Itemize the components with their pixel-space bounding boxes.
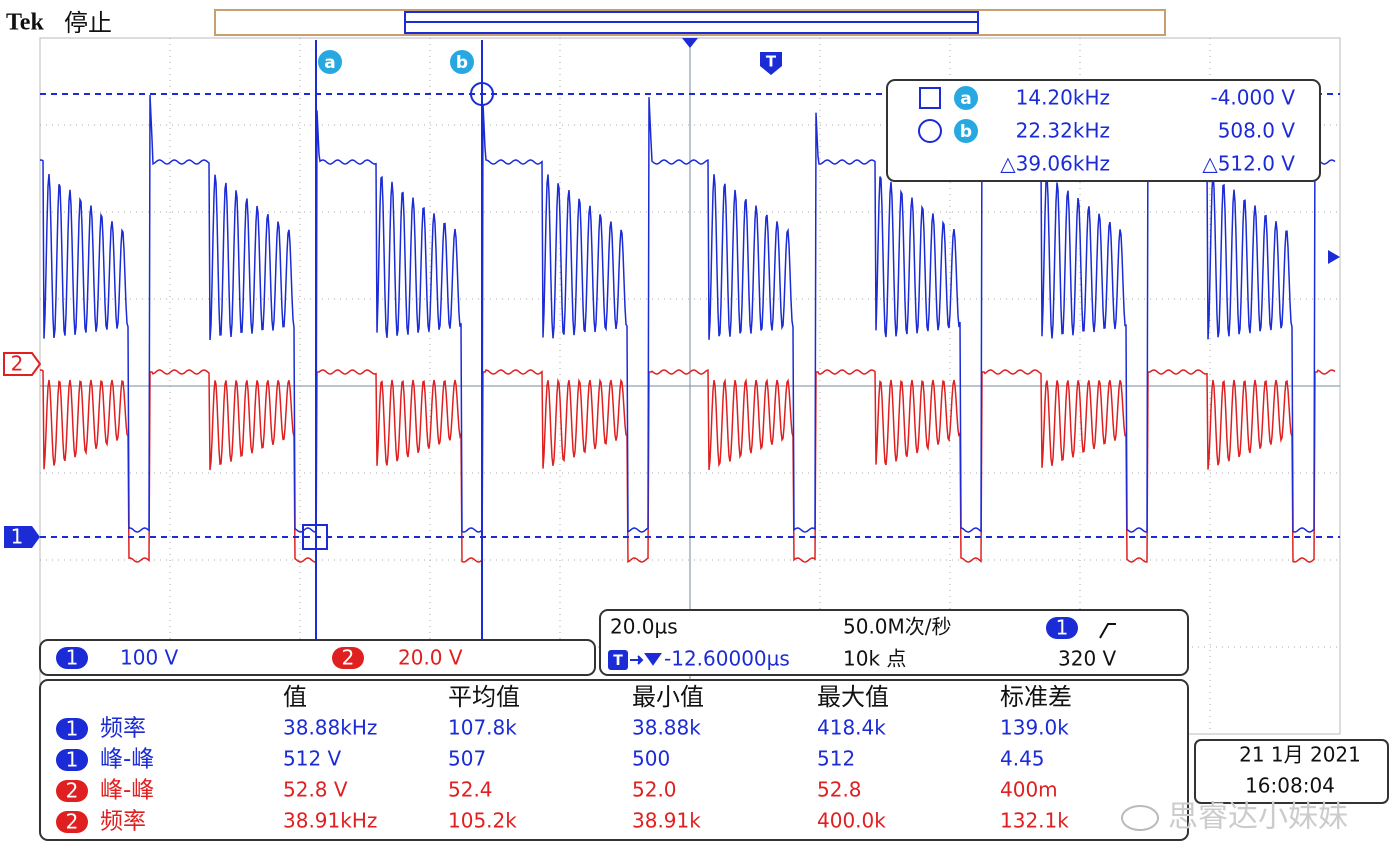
- ch1-marker-label: 1: [11, 525, 24, 549]
- measure-name: 频率: [100, 716, 146, 742]
- readout-volt: 508.0 V: [1218, 119, 1296, 143]
- cursor-b-point: [470, 82, 494, 106]
- trigger-level-arrow: [1328, 250, 1340, 264]
- record-bar: [214, 9, 1166, 36]
- trigger-label: T: [613, 653, 623, 669]
- measure-value: 400m: [1000, 778, 1058, 802]
- channel-badge: [56, 811, 88, 833]
- measure-value: 38.88k: [632, 716, 701, 740]
- readout-freq: 22.32kHz: [1016, 119, 1110, 143]
- measure-value: 418.4k: [817, 716, 886, 740]
- cursor-b-label: b: [960, 122, 972, 142]
- icon-circle: [918, 119, 942, 143]
- ch2-scale: 20.0 V: [398, 646, 463, 670]
- ch1-scale: 100 V: [120, 646, 179, 670]
- channel-badge: [56, 780, 88, 802]
- cursor-b-icon: [954, 119, 978, 143]
- channel-number: 1: [66, 646, 79, 670]
- time: 16:08:04: [1245, 774, 1335, 798]
- cursor-a-label: a: [960, 89, 971, 109]
- cursor-a-label: a: [324, 53, 335, 73]
- measure-value: 512: [817, 747, 855, 771]
- channel-number: 1: [66, 717, 79, 741]
- measure-value: 52.0: [632, 778, 677, 802]
- column-header: 平均值: [448, 683, 520, 711]
- column-header: 最大值: [817, 683, 889, 711]
- cursor-readout: [886, 79, 1321, 182]
- cursor-a-point: [302, 524, 328, 550]
- readout-freq: 14.20kHz: [1016, 86, 1110, 110]
- measure-value: 38.91kHz: [283, 809, 377, 833]
- status: 停止: [64, 9, 112, 37]
- trigger-icon: [608, 650, 628, 670]
- icon-square: [919, 87, 941, 109]
- position-arrow: [630, 653, 662, 666]
- column-header: 最小值: [632, 683, 704, 711]
- measure-value: 52.4: [448, 778, 493, 802]
- measurement-box: [39, 679, 1189, 841]
- column-header: 标准差: [1000, 683, 1072, 711]
- measure-value: 507: [448, 747, 486, 771]
- measure-name: 峰-峰: [100, 778, 154, 804]
- datetime-box: [1194, 739, 1389, 804]
- trigger-level: 320 V: [1058, 647, 1117, 671]
- ch1-trace: [39, 94, 1336, 534]
- readout-freq: △39.06kHz: [1000, 152, 1110, 176]
- trigger-label: T: [766, 53, 777, 71]
- measure-value: 107.8k: [448, 716, 517, 740]
- sample-rate: 50.0M次/秒: [843, 615, 952, 639]
- channel-box: [39, 639, 596, 676]
- ch2-trace: [39, 369, 1336, 564]
- channel-badge: [332, 647, 364, 669]
- readout-volt: -4.000 V: [1210, 86, 1295, 110]
- measure-value: 4.45: [1000, 747, 1045, 771]
- record-length: 10k 点: [843, 647, 906, 671]
- measure-value: 512 V: [283, 747, 342, 771]
- channel-badge: [1046, 617, 1078, 639]
- channel-number: 2: [66, 810, 79, 834]
- channel-badge: [56, 647, 88, 669]
- measure-value: 132.1k: [1000, 809, 1069, 833]
- column-header: 值: [283, 683, 307, 711]
- cursor-b-label: b: [456, 53, 468, 73]
- slope-icon: [1099, 623, 1116, 639]
- watermark: 思睿达小妹妹: [1168, 800, 1348, 835]
- measure-name: 峰-峰: [100, 747, 154, 773]
- cursor-b-icon: [450, 50, 474, 74]
- measure-name: 频率: [100, 809, 146, 835]
- cursor-a-icon: [318, 50, 342, 74]
- measure-value: 52.8: [817, 778, 862, 802]
- measure-value: 500: [632, 747, 670, 771]
- channel-number: 2: [66, 779, 79, 803]
- measure-value: 52.8 V: [283, 778, 348, 802]
- trigger-pos: [682, 38, 698, 48]
- cursor-a-icon: [954, 86, 978, 110]
- ch1-marker: [4, 526, 40, 548]
- horizontal-position: -12.60000µs: [664, 647, 790, 671]
- time-scale: 20.0µs: [610, 615, 678, 639]
- trigger-icon: [760, 52, 782, 75]
- channel-number: 1: [66, 748, 79, 772]
- timebase-box: [599, 609, 1189, 676]
- measure-value: 38.88kHz: [283, 716, 377, 740]
- channel-badge: [56, 718, 88, 740]
- measure-value: 139.0k: [1000, 716, 1069, 740]
- measure-value: 38.91k: [632, 809, 701, 833]
- measure-value: 400.0k: [817, 809, 886, 833]
- ch2-marker-label: 2: [11, 352, 24, 376]
- channel-badge: [56, 749, 88, 771]
- ch2-marker: [3, 352, 42, 376]
- readout-volt: △512.0 V: [1202, 152, 1295, 176]
- brand: Tek: [6, 10, 44, 36]
- date: 21 1月 2021: [1239, 743, 1361, 767]
- channel-number: 2: [342, 646, 355, 670]
- channel-number: 1: [1056, 616, 1069, 640]
- watermark-logo: [1121, 805, 1159, 831]
- measure-value: 105.2k: [448, 809, 517, 833]
